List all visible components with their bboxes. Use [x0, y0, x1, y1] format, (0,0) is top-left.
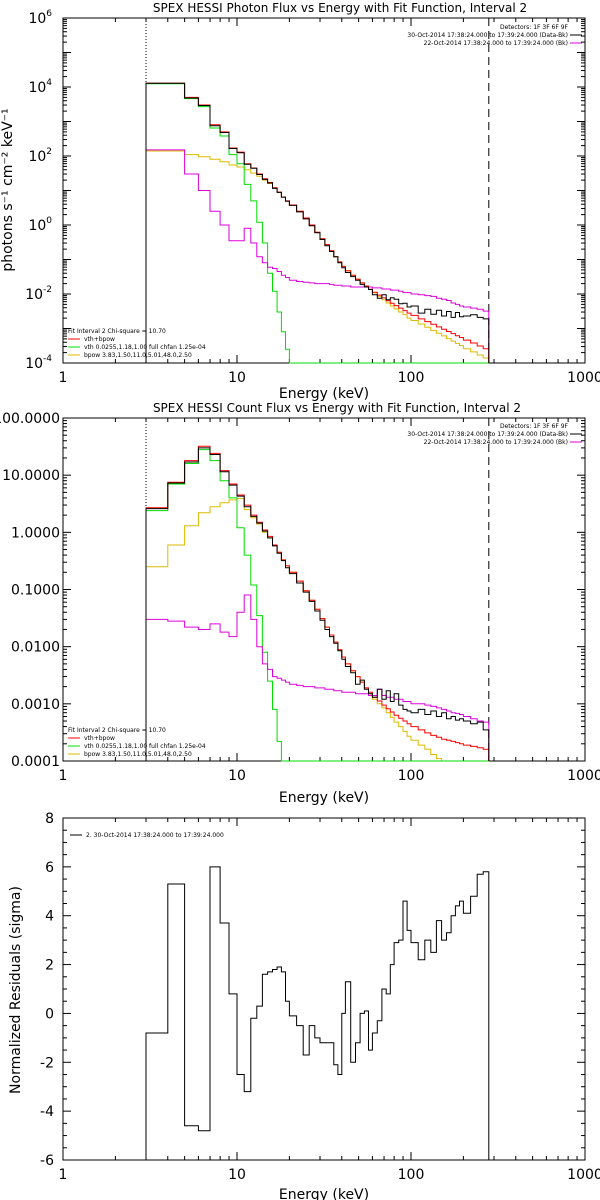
panel1-title: SPEX HESSI Photon Flux vs Energy with Fi… — [153, 1, 527, 15]
y-tick-label: 106 — [28, 9, 52, 27]
legend-vth: vth 0.0255,1.18,1.00 full chfan 1.25e-04 — [84, 344, 206, 351]
panel1-legend-right: Detectors: 1F 3F 6F 9F 30-Oct-2014 17:38… — [407, 24, 582, 47]
vth-component-line — [145, 83, 489, 364]
y-tick-label: 4 — [45, 909, 54, 925]
panel3-legend: 2. 30-Oct-2014 17:38:24.000 to 17:39:24.… — [86, 832, 224, 839]
background-line — [145, 594, 490, 761]
y-tick-label: 6 — [45, 860, 54, 876]
panel3-series — [145, 866, 490, 1160]
x-tick-label: 1000 — [567, 768, 600, 784]
count-flux-panel: SPEX HESSI Count Flux vs Energy with Fit… — [0, 401, 600, 806]
legend-fit-interval: Fit Interval 2 Chi-square = 10.70 — [68, 727, 166, 734]
panel3-y-axis-label: Normalized Residuals (sigma) — [8, 886, 24, 1094]
panel2-frame — [62, 417, 586, 762]
x-tick-label: 10 — [228, 370, 246, 386]
background-line — [145, 149, 490, 363]
x-tick-label: 10 — [228, 768, 246, 784]
data-minus-background-line — [145, 82, 490, 363]
legend-total: vth+bpow — [84, 336, 115, 343]
y-tick-label: 2 — [45, 958, 54, 974]
x-tick-label: 1 — [59, 1167, 68, 1183]
x-tick-label: 100 — [398, 768, 425, 784]
data-minus-background-line — [145, 447, 490, 761]
legend-data-bk: 30-Oct-2014 17:38:24.000 to 17:39:24.000… — [407, 32, 568, 39]
panel2-x-ticks: 1 10 100 1000 — [59, 418, 600, 784]
panel1-frame — [62, 17, 586, 364]
legend-data-bk: 30-Oct-2014 17:38:24.000 to 17:39:24.000… — [407, 431, 568, 438]
x-tick-label: 100 — [398, 370, 425, 386]
panel3-y-ticks: -6 -4 -2 0 2 4 6 8 — [40, 811, 585, 1169]
y-tick-label: 0.0010 — [11, 697, 60, 713]
x-tick-label: 10 — [228, 1167, 246, 1183]
panel2-series — [145, 445, 490, 762]
y-tick-label: 0 — [45, 1006, 54, 1022]
y-tick-label: 10-2 — [25, 285, 52, 303]
legend-total: vth+bpow — [84, 735, 115, 742]
panel3-x-axis-label: Energy (keV) — [279, 1187, 369, 1200]
panel1-x-axis-label: Energy (keV) — [279, 386, 369, 402]
x-tick-label: 100 — [398, 1167, 425, 1183]
panel1-y-ticks: 10-4 10-2 100 102 104 106 — [25, 9, 585, 372]
bpow-component-line — [145, 150, 490, 363]
y-tick-label: 0.0100 — [11, 640, 60, 656]
total-fit-line — [145, 445, 490, 761]
y-tick-label: -2 — [40, 1055, 54, 1071]
legend-bpow: bpow 3.83,1.50,11.0,5.01,48.0,2.50 — [84, 352, 192, 359]
y-tick-label: -6 — [40, 1153, 54, 1169]
panel1-energy-limits — [145, 18, 490, 363]
y-tick-label: 0.0001 — [11, 754, 60, 770]
y-tick-label: 100.0000 — [0, 411, 60, 427]
y-tick-label: 0.1000 — [11, 583, 60, 599]
residuals-panel: 1 10 100 1000 -6 -4 -2 0 2 4 6 8 Energy (keV) Norm… — [8, 811, 600, 1200]
legend-detectors: Detectors: 1F 3F 6F 9F — [500, 24, 569, 31]
y-tick-label: -4 — [40, 1104, 54, 1120]
y-tick-label: 10-4 — [25, 354, 52, 372]
panel2-x-axis-label: Energy (keV) — [279, 790, 369, 806]
y-tick-label: 102 — [28, 147, 52, 165]
legend-bpow: bpow 3.83,1.50,11.0,5.01,48.0,2.50 — [84, 751, 192, 758]
residuals-line — [145, 866, 490, 1160]
x-tick-label: 1000 — [567, 1167, 600, 1183]
legend-bk: 22-Oct-2014 17:38:24.000 to 17:39:24.000… — [424, 40, 568, 47]
legend-fit-interval: Fit Interval 2 Chi-square = 10.70 — [68, 328, 166, 335]
legend-bk: 22-Oct-2014 17:38:24.000 to 17:39:24.000… — [424, 439, 568, 446]
x-tick-label: 1 — [59, 768, 68, 784]
y-tick-label: 100 — [28, 216, 52, 234]
photon-flux-panel: SPEX HESSI Photon Flux vs Energy with Fi… — [0, 1, 600, 402]
y-tick-label: 10.0000 — [2, 468, 60, 484]
bpow-component-line — [145, 498, 489, 762]
panel2-energy-limits — [145, 418, 490, 761]
panel3-frame — [62, 817, 586, 1161]
panel2-legend-right: Detectors: 1F 3F 6F 9F 30-Oct-2014 17:38… — [407, 423, 582, 446]
y-tick-label: 104 — [28, 78, 52, 96]
panel1-y-axis-label: photons s⁻¹ cm⁻² keV⁻¹ — [0, 108, 16, 271]
panel1-legend-left: Fit Interval 2 Chi-square = 10.70 vth+bp… — [68, 328, 206, 359]
x-tick-label: 1000 — [567, 370, 600, 386]
panel1-series — [145, 82, 490, 364]
panel2-title: SPEX HESSI Count Flux vs Energy with Fit… — [153, 401, 521, 415]
legend-vth: vth 0.0255,1.18,1.00 full chfan 1.25e-04 — [84, 743, 206, 750]
panel2-y-ticks: 0.0001 0.0010 0.0100 0.1000 1.0000 10.0000 100… — [0, 411, 585, 770]
panel3-x-ticks: 1 10 100 1000 — [59, 818, 600, 1183]
total-fit-line — [145, 82, 490, 363]
panel1-x-ticks: 1 10 100 1000 — [59, 18, 600, 386]
legend-detectors: Detectors: 1F 3F 6F 9F — [500, 423, 569, 430]
y-tick-label: 8 — [45, 811, 54, 827]
x-tick-label: 1 — [59, 370, 68, 386]
panel2-legend-left: Fit Interval 2 Chi-square = 10.70 vth+bp… — [68, 727, 206, 758]
y-tick-label: 1.0000 — [11, 525, 60, 541]
vth-component-line — [145, 449, 489, 762]
